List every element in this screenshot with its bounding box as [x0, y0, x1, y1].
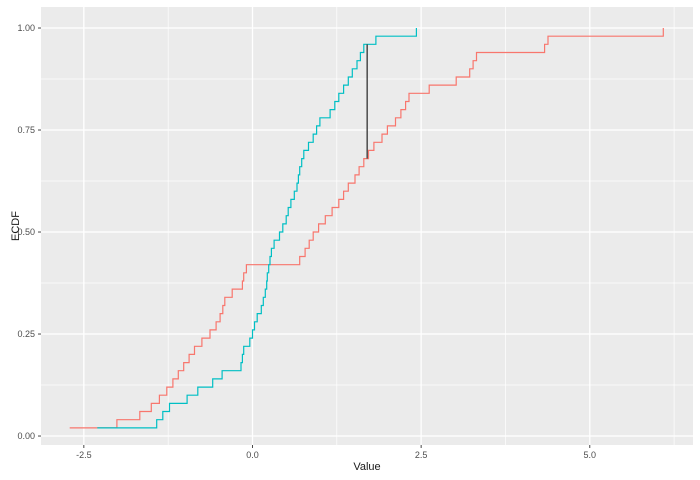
x-tick-label: -2.5: [76, 450, 92, 460]
y-tick-label: 0.00: [17, 431, 35, 441]
x-axis-title: Value: [353, 461, 381, 473]
y-axis-title: ECDF: [10, 211, 22, 241]
x-tick-label: 2.5: [415, 450, 428, 460]
y-tick-label: 0.25: [17, 329, 35, 339]
y-tick-label: 1.00: [17, 23, 35, 33]
ecdf-curve-sample-1: [69, 28, 664, 429]
y-tick-label: 0.50: [17, 227, 35, 237]
x-tick-label: 5.0: [584, 450, 597, 460]
x-tick-label: 0.0: [246, 450, 259, 460]
y-tick-label: 0.75: [17, 125, 35, 135]
ecdf-curve-sample-2: [97, 28, 417, 429]
